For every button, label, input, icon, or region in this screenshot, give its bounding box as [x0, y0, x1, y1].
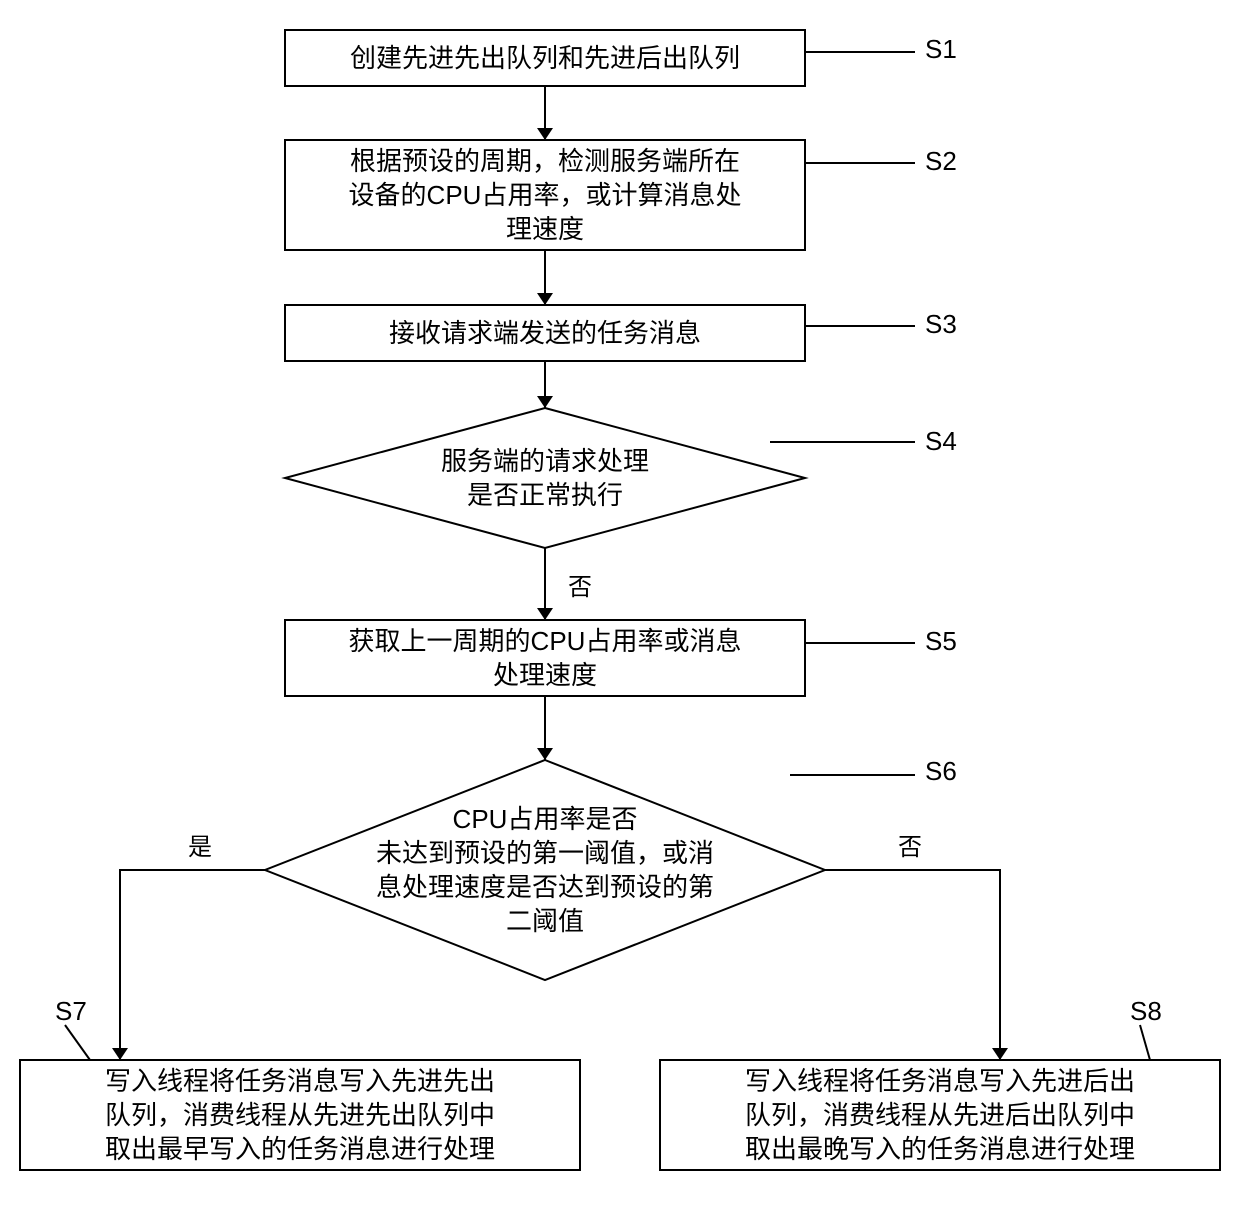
node-s7-text: 写入线程将任务消息写入先进先出队列，消费线程从先进先出队列中取出最早写入的任务消… — [105, 1066, 495, 1164]
node-s1-text: 创建先进先出队列和先进后出队列 — [350, 43, 740, 73]
edge-5 — [120, 870, 265, 1060]
label-s8: S8 — [1130, 996, 1162, 1026]
label-s2: S2 — [925, 146, 957, 176]
edge-5-label: 是 — [188, 834, 212, 861]
node-s6-diamond — [265, 760, 825, 980]
arrow-head — [992, 1048, 1008, 1060]
flowchart-canvas: 创建先进先出队列和先进后出队列根据预设的周期，检测服务端所在设备的CPU占用率，… — [0, 0, 1240, 1225]
arrow-head — [537, 396, 553, 408]
arrow-head — [537, 128, 553, 140]
node-s3-text: 接收请求端发送的任务消息 — [389, 318, 701, 348]
node-s4-diamond — [285, 408, 805, 548]
label-s4: S4 — [925, 426, 957, 456]
node-s8-text: 写入线程将任务消息写入先进后出队列，消费线程从先进后出队列中取出最晚写入的任务消… — [745, 1066, 1135, 1164]
label-s5: S5 — [925, 626, 957, 656]
label-s6: S6 — [925, 756, 957, 786]
label-s7: S7 — [55, 996, 87, 1026]
edge-6 — [825, 870, 1000, 1060]
arrow-head — [112, 1048, 128, 1060]
arrow-head — [537, 748, 553, 760]
arrow-head — [537, 608, 553, 620]
edge-6-label: 否 — [898, 834, 922, 861]
label-leader-6 — [65, 1025, 90, 1060]
edge-3-label: 否 — [568, 574, 592, 601]
label-leader-7 — [1140, 1025, 1150, 1060]
arrow-head — [537, 293, 553, 305]
label-s1: S1 — [925, 34, 957, 64]
label-s3: S3 — [925, 309, 957, 339]
